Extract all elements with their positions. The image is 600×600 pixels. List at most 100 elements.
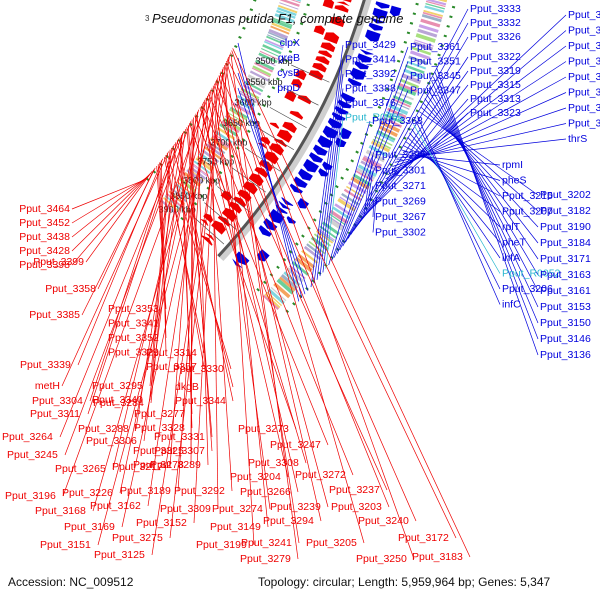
category-stripe [329,209,349,224]
category-stripe [372,138,392,150]
gene-label: Pput_3398 [19,259,70,271]
gene-label: metH [35,380,60,392]
forward-gene [365,29,381,42]
label-connector [328,120,371,266]
category-stripe [290,0,301,4]
reverse-gene [291,79,303,89]
forward-gene [286,215,297,224]
gene-label: Pput_R0052 [502,268,561,280]
category-stripe [426,0,447,6]
gene-label: Pput_3288 [78,423,129,435]
category-stripe [267,31,287,41]
gene-label: Pput_3347 [410,85,461,97]
category-stripe [365,149,386,163]
category-stripe [421,14,442,23]
category-stripe [270,25,290,35]
reverse-gene [211,220,226,235]
gene-label: Pput_3277 [134,408,185,420]
gene-label: Pput_3269 [375,196,426,208]
category-stripe [392,95,413,106]
gene-label: Pput_3273 [238,423,289,435]
category-stripe [318,228,335,241]
gene-label: Pput_3294 [263,515,314,527]
category-stripe [259,50,279,61]
forward-gene [347,77,362,87]
backbone-shadow [219,0,372,262]
category-stripe [249,70,269,82]
gene-label: thrS [568,133,587,145]
gene-label: Pput_3304 [32,395,83,407]
forward-gene [293,176,308,188]
gene-label: Pput_3314 [146,347,197,359]
forward-gene [354,60,369,70]
label-connector [232,48,471,558]
category-stripe [355,170,374,182]
category-stripe [350,176,370,190]
label-connector [399,153,501,166]
category-stripe [411,46,432,56]
label-connector [372,199,375,218]
gene-label: pheS [502,175,527,187]
label-connector [181,134,193,429]
label-connector [214,83,329,508]
category-stripe [261,48,280,58]
label-connector [151,54,231,556]
label-connector [419,111,539,196]
reverse-gene [282,121,297,134]
tick-line [231,167,266,193]
gene-label: Pput_3215 [502,190,553,202]
forward-gene [313,144,328,156]
label-connector [368,185,374,208]
gene-label: Pput_3217 [112,461,163,473]
category-stripe [262,44,282,55]
gene-label: Pput_3206 [502,283,553,295]
gene-label: Pput_3308 [248,457,299,469]
label-connector [417,115,501,305]
label-connector [230,52,299,560]
forward-gene [370,17,385,24]
category-stripe [214,130,233,144]
gene-label: Pput_3339 [20,359,71,371]
label-connector [215,81,390,508]
label-connector [92,79,218,512]
gene-label: Pput_3204 [230,471,281,483]
label-connector [407,136,501,228]
backbone [217,0,372,262]
label-connector [119,101,204,494]
gene-label: Pput_3205 [306,537,357,549]
gene-label: Pput_3199 [196,539,247,551]
label-connector [436,67,539,356]
category-stripe [277,4,298,14]
gene-label: pheT [502,237,527,249]
label-connector [149,149,171,387]
gene-label: Pput_3385 [29,309,80,321]
tick-line [291,64,330,83]
label-connector [371,201,374,204]
label-connector [169,67,224,539]
gene-label: Pput_3325 [133,445,184,457]
label-connector [226,60,365,544]
label-connector [420,106,539,212]
label-connector [353,70,469,232]
gene-label: Pput_3328 [134,422,185,434]
gene-label: Pput_3353 [108,303,159,315]
gene-label: Pput_3150 [540,317,591,329]
category-stripe [408,55,429,66]
category-stripe [391,97,411,108]
reverse-gene [268,143,285,156]
category-stripe [396,85,417,97]
label-connector [221,69,269,528]
category-stripe [229,106,249,119]
label-connector [345,22,469,243]
gene-label: Pput_3330 [173,363,224,375]
gene-label: Pput_3368 [372,115,423,127]
category-stripe [352,173,372,187]
label-connector [237,87,309,291]
gene-label: Pput_3284 [93,397,144,409]
gene-label: Pput_3329 [108,347,159,359]
category-stripe [422,11,443,19]
label-connector [224,65,255,546]
category-stripe [334,203,353,217]
category-stripe [251,67,271,78]
